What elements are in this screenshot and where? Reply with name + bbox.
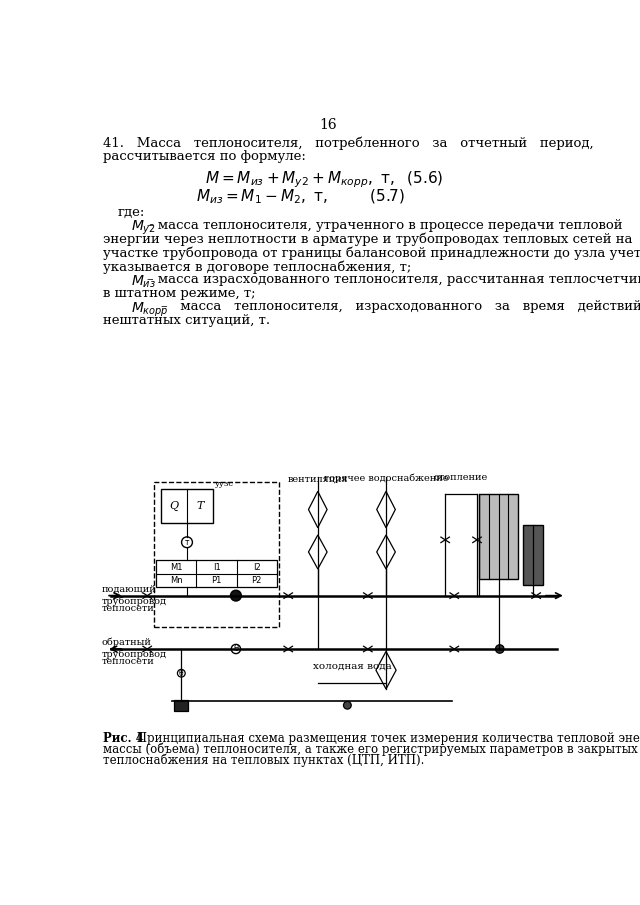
Text: I1: I1 (212, 563, 220, 572)
Text: энергии через неплотности в арматуре и трубопроводах тепловых сетей на: энергии через неплотности в арматуре и т… (103, 233, 633, 246)
Text: Q: Q (170, 500, 179, 511)
Text: θ: θ (234, 644, 239, 653)
Text: массы (объема) теплоносителя, а также его регистрируемых параметров в закрытых с: массы (объема) теплоносителя, а также ег… (103, 742, 640, 756)
Text: P2: P2 (252, 576, 262, 585)
Text: уузс: уузс (214, 481, 234, 488)
Text: – масса теплоносителя, утраченного в процессе передачи тепловой: – масса теплоносителя, утраченного в про… (147, 219, 622, 232)
Text: P1: P1 (211, 576, 221, 585)
Text: вентиляция: вентиляция (287, 474, 348, 483)
Text: теплосети: теплосети (102, 657, 154, 666)
Text: – масса израсходованного теплоносителя, рассчитанная теплосчетчиком: – масса израсходованного теплоносителя, … (147, 273, 640, 286)
Text: горячее водоснабжение: горячее водоснабжение (324, 473, 448, 482)
Text: М1: М1 (170, 563, 182, 572)
Text: T: T (196, 500, 204, 511)
Text: θ: θ (179, 669, 184, 678)
Text: в штатном режиме, т;: в штатном режиме, т; (103, 287, 256, 300)
Text: где:: где: (117, 205, 145, 219)
Text: $M_{\mathit{из}}$: $M_{\mathit{из}}$ (131, 273, 156, 290)
Polygon shape (479, 494, 518, 578)
Text: $M_{\mathit{из}} = M_1 - M_2,\ \mathrm{т,\ \ \ \ \ \ \ \ (5.7)}$: $M_{\mathit{из}} = M_1 - M_2,\ \mathrm{т… (196, 188, 406, 206)
Text: Рис. 4: Рис. 4 (103, 731, 144, 745)
Text: отопление: отопление (434, 473, 488, 482)
Text: теплоснабжения на тепловых пунктах (ЦТП, ИТП).: теплоснабжения на тепловых пунктах (ЦТП,… (103, 753, 424, 767)
Text: обратный: обратный (102, 637, 152, 647)
Text: $M_{\mathit{корр}}$: $M_{\mathit{корр}}$ (131, 300, 169, 319)
Text: теплосети: теплосети (102, 605, 154, 613)
Text: $M_{y2}$: $M_{y2}$ (131, 219, 156, 237)
Text: 16: 16 (319, 118, 337, 132)
Polygon shape (522, 525, 543, 585)
Text: подающий: подающий (102, 585, 156, 594)
Text: холодная вода: холодная вода (312, 662, 391, 671)
Text: Мn: Мn (170, 576, 182, 585)
Text: указывается в договоре теплоснабжения, т;: указывается в договоре теплоснабжения, т… (103, 261, 412, 274)
Text: т: т (185, 538, 189, 547)
Text: Принципиальная схема размещения точек измерения количества тепловой энергии и: Принципиальная схема размещения точек из… (132, 731, 640, 745)
Text: 41.   Масса   теплоносителя,   потребленного   за   отчетный   период,: 41. Масса теплоносителя, потребленного з… (103, 137, 594, 150)
Text: $M = M_{\mathit{из}} + M_{\mathit{у2}} + M_{\mathit{корр}},\ \mathrm{т,\ \ (5.6): $M = M_{\mathit{из}} + M_{\mathit{у2}} +… (205, 169, 444, 190)
Text: нештатных ситуаций, т.: нештатных ситуаций, т. (103, 314, 270, 328)
Text: I2: I2 (253, 563, 260, 572)
Polygon shape (174, 700, 188, 710)
Circle shape (495, 644, 504, 653)
Text: трубопровод: трубопровод (102, 650, 166, 659)
Text: –   масса   теплоносителя,   израсходованного   за   время   действий: – масса теплоносителя, израсходованного … (161, 300, 640, 313)
Text: участке трубопровода от границы балансовой принадлежности до узла учета,: участке трубопровода от границы балансов… (103, 246, 640, 260)
Text: трубопровод: трубопровод (102, 596, 166, 605)
Circle shape (344, 701, 351, 710)
Circle shape (230, 590, 241, 601)
Text: рассчитывается по формуле:: рассчитывается по формуле: (103, 150, 306, 163)
